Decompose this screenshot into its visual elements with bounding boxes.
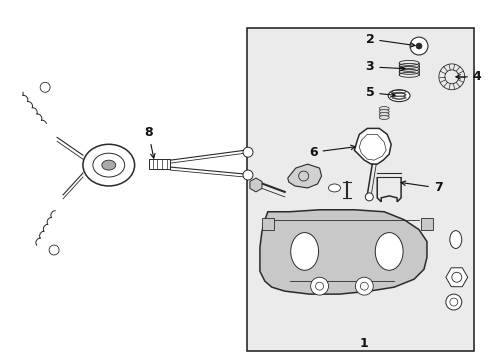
- Circle shape: [355, 277, 372, 295]
- Text: 2: 2: [365, 33, 414, 47]
- Circle shape: [445, 294, 461, 310]
- Ellipse shape: [387, 90, 409, 102]
- Circle shape: [243, 147, 252, 157]
- Polygon shape: [260, 210, 426, 294]
- Text: 1: 1: [359, 337, 368, 350]
- Bar: [148, 159, 170, 169]
- Ellipse shape: [449, 231, 461, 248]
- Ellipse shape: [328, 184, 340, 192]
- Polygon shape: [249, 178, 262, 192]
- Ellipse shape: [374, 233, 402, 270]
- Circle shape: [409, 37, 427, 55]
- Ellipse shape: [379, 107, 388, 111]
- Polygon shape: [287, 164, 321, 188]
- Ellipse shape: [102, 160, 116, 170]
- Ellipse shape: [379, 113, 388, 117]
- Ellipse shape: [379, 109, 388, 113]
- Ellipse shape: [290, 233, 318, 270]
- Text: 3: 3: [365, 60, 404, 73]
- Circle shape: [243, 170, 252, 180]
- Text: 8: 8: [144, 126, 155, 158]
- Bar: [420, 218, 432, 230]
- Polygon shape: [354, 129, 390, 164]
- Ellipse shape: [83, 144, 134, 186]
- Text: 5: 5: [365, 86, 394, 99]
- Ellipse shape: [379, 116, 388, 120]
- Circle shape: [415, 43, 421, 49]
- Text: 4: 4: [455, 70, 481, 83]
- Text: 7: 7: [400, 181, 442, 194]
- Bar: [262, 218, 273, 230]
- Text: 6: 6: [308, 145, 355, 159]
- Circle shape: [365, 193, 372, 201]
- Bar: [246, 28, 473, 351]
- Circle shape: [49, 245, 59, 255]
- Circle shape: [40, 82, 50, 92]
- Circle shape: [310, 277, 328, 295]
- Polygon shape: [445, 268, 467, 287]
